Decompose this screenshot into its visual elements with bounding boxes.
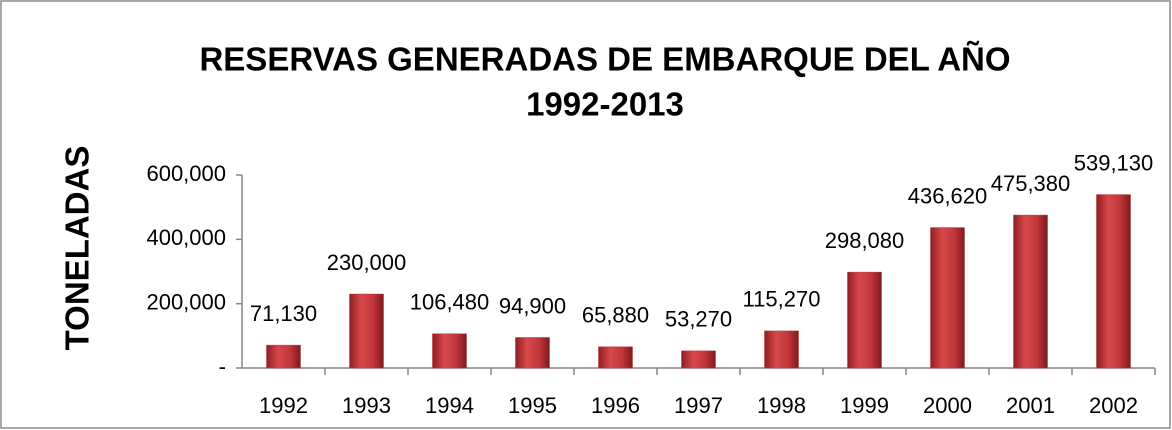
x-tick-label: 1998	[757, 393, 806, 418]
bar	[764, 330, 799, 369]
y-tick-label: 400,000	[146, 225, 226, 250]
bar	[515, 337, 550, 369]
bar	[681, 350, 716, 369]
x-tick-label: 1999	[840, 393, 889, 418]
data-label: 65,880	[582, 303, 649, 328]
y-tick-label: -	[219, 354, 226, 379]
x-tick-label: 1995	[508, 393, 557, 418]
bar	[1013, 214, 1048, 369]
y-tick-label: 600,000	[146, 161, 226, 186]
data-label: 298,080	[825, 228, 905, 253]
bar	[266, 344, 301, 369]
bar	[598, 346, 633, 369]
data-label: 71,130	[250, 301, 317, 326]
bar	[432, 333, 467, 369]
data-label: 475,380	[991, 171, 1071, 196]
data-label: 115,270	[743, 287, 821, 312]
x-tick-label: 1996	[591, 393, 640, 418]
data-label: 94,900	[499, 293, 566, 318]
x-tick-label: 2002	[1089, 393, 1138, 418]
bar	[847, 271, 882, 369]
data-label: 539,130	[1074, 150, 1154, 175]
bar	[349, 293, 384, 369]
bar	[930, 227, 965, 369]
chart-title: 1992-2013	[526, 86, 684, 123]
x-tick-label: 1993	[342, 393, 391, 418]
chart-title: RESERVAS GENERADAS DE EMBARQUE DEL AÑO	[199, 41, 1010, 78]
data-label: 436,620	[908, 183, 988, 208]
data-label: 230,000	[327, 250, 407, 275]
y-axis-label: TONELADAS	[59, 146, 96, 351]
data-label: 106,480	[410, 290, 490, 315]
x-tick-label: 1994	[425, 393, 474, 418]
x-tick-label: 2001	[1006, 393, 1055, 418]
x-tick-label: 1997	[674, 393, 723, 418]
x-tick-label: 2000	[923, 393, 972, 418]
data-label: 53,270	[665, 307, 732, 332]
x-tick-label: 1992	[259, 393, 308, 418]
bar	[1096, 194, 1131, 369]
y-tick-label: 200,000	[146, 289, 226, 314]
